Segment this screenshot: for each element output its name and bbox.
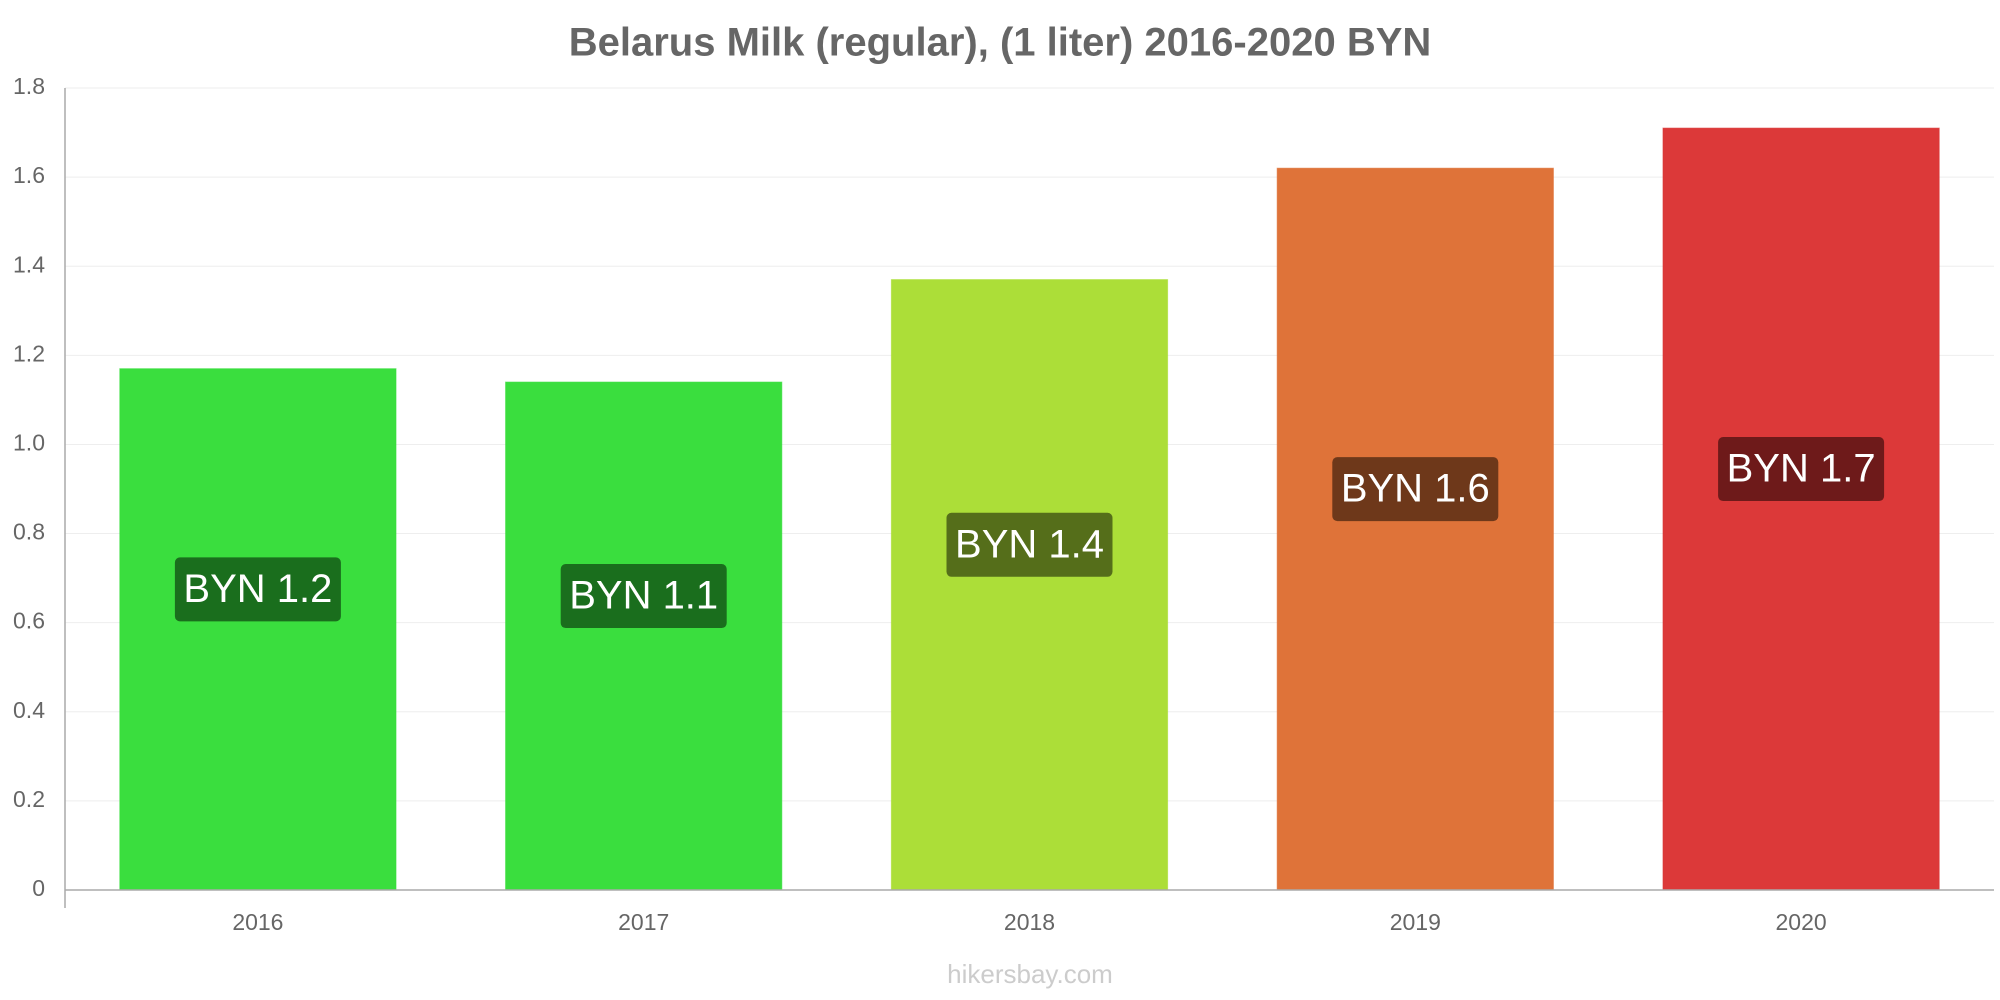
- y-tick-label: 0.8: [13, 519, 45, 545]
- value-label: BYN 1.2: [183, 567, 332, 611]
- x-tick-label: 2016: [232, 909, 283, 935]
- value-label: BYN 1.1: [569, 574, 718, 618]
- y-tick-label: 1.6: [13, 162, 45, 188]
- y-tick-label: 0: [32, 875, 45, 901]
- x-tick-label: 2020: [1776, 909, 1827, 935]
- bar: [1276, 167, 1554, 891]
- x-tick-label: 2017: [618, 909, 669, 935]
- value-label: BYN 1.4: [955, 522, 1104, 566]
- bar: [1662, 127, 1940, 891]
- chart-title: Belarus Milk (regular), (1 liter) 2016-2…: [569, 21, 1432, 65]
- y-tick-label: 1.2: [13, 340, 45, 366]
- x-tick-label: 2019: [1390, 909, 1441, 935]
- value-label-box: [560, 564, 727, 629]
- value-label: BYN 1.6: [1341, 467, 1490, 511]
- value-label: BYN 1.7: [1727, 447, 1876, 491]
- y-tick-label: 1.0: [13, 430, 45, 456]
- value-label-box: [174, 557, 341, 622]
- source: hikersbay.com: [947, 959, 1113, 989]
- y-tick-label: 0.6: [13, 608, 45, 634]
- y-tick-label: 0.2: [13, 786, 45, 812]
- bar: [505, 381, 783, 891]
- bar: [890, 279, 1169, 891]
- y-tick-label: 1.8: [13, 73, 45, 99]
- bar: [119, 368, 397, 891]
- x-tick-label: 2018: [1004, 909, 1055, 935]
- value-label-box: [946, 512, 1113, 577]
- y-tick-label: 0.4: [13, 697, 45, 723]
- value-label-box: [1332, 457, 1499, 522]
- y-tick-label: 1.4: [13, 251, 45, 277]
- value-label-box: [1718, 437, 1885, 502]
